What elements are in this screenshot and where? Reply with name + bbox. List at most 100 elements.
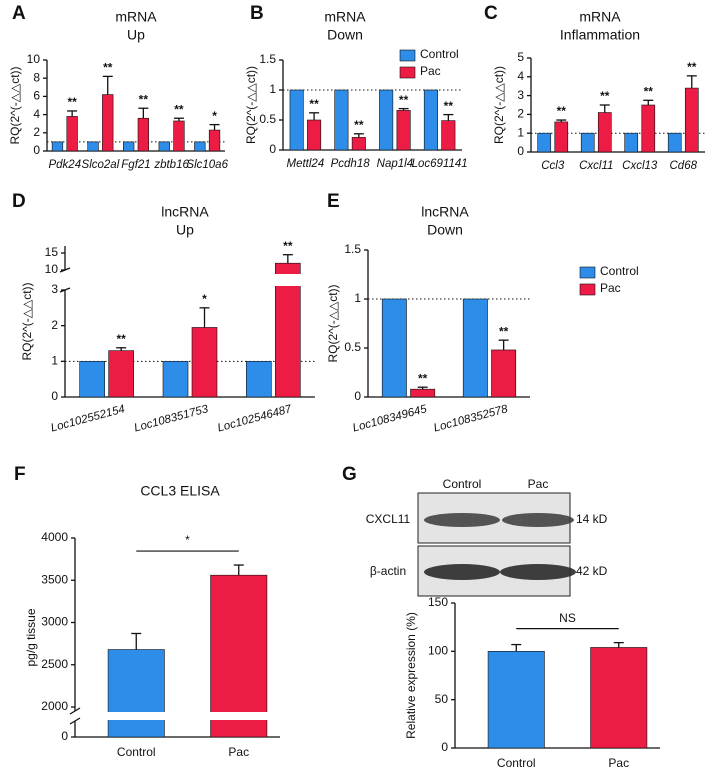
chart-subtitle: Up: [127, 27, 145, 43]
bar: [487, 651, 545, 749]
y-tick-label: 4: [33, 107, 40, 121]
break-gap: [209, 712, 268, 720]
significance: **: [103, 61, 113, 75]
significance: **: [309, 97, 319, 111]
bar: [79, 361, 105, 398]
bar: [162, 361, 189, 398]
y-tick-label: 10: [45, 262, 59, 276]
bar: [667, 132, 682, 153]
bar: [246, 361, 272, 398]
bar: [624, 132, 639, 153]
bar: [597, 112, 612, 153]
y-tick-label: 2: [517, 107, 524, 121]
legend-label: Pac: [600, 281, 621, 295]
x-tick-label: Nap1l4: [377, 158, 413, 170]
y-tick-label: 5: [517, 50, 524, 64]
legend-label: Control: [420, 47, 459, 61]
y-axis-label: RQ(2^(-△△ct)): [244, 66, 258, 144]
y-tick-label: 3000: [41, 615, 68, 629]
break-gap: [274, 274, 302, 286]
y-tick-label: 2: [51, 318, 58, 332]
chart-title: lncRNA: [161, 204, 209, 220]
blot-row-label: β-actin: [370, 564, 406, 578]
significance: **: [116, 332, 126, 346]
significance: *: [202, 292, 207, 306]
bar: [381, 298, 407, 398]
x-tick-label: Loc108352578: [432, 403, 509, 434]
chart-title: mRNA: [115, 9, 157, 25]
blot-band: [424, 513, 500, 527]
y-tick-label: 1: [354, 291, 361, 305]
significance: **: [600, 89, 610, 103]
blot-size-label: 42 kD: [576, 564, 608, 578]
x-tick-label: Control: [497, 756, 536, 770]
x-tick-label: Cd68: [670, 160, 698, 172]
y-tick-label: 0: [61, 729, 68, 743]
blot-band: [502, 513, 574, 527]
y-tick-label: 3: [517, 88, 524, 102]
x-tick-label: Pac: [228, 745, 249, 759]
chart-title: mRNA: [579, 9, 621, 25]
panel-letter: F: [14, 464, 26, 485]
chart-subtitle: Inflammation: [560, 27, 640, 43]
panel-letter: E: [327, 191, 340, 212]
significance: **: [499, 324, 509, 338]
bar: [351, 137, 366, 151]
x-tick-label: Fgf21: [121, 159, 150, 171]
x-tick-label: Pdk24: [48, 159, 81, 171]
legend-swatch: [399, 49, 416, 62]
x-tick-label: Slco2al: [82, 159, 120, 171]
western-blot: [417, 492, 576, 597]
bar: [123, 141, 135, 152]
comparison-label: *: [185, 533, 190, 547]
bar: [102, 94, 114, 152]
legend-label: Pac: [420, 64, 441, 78]
axis-break: [69, 707, 81, 715]
bar: [684, 87, 699, 153]
bar: [210, 574, 268, 738]
y-tick-label: 4000: [41, 530, 68, 544]
x-tick-label: Mettl24: [287, 158, 325, 170]
y-tick-label: 6: [33, 89, 40, 103]
bar: [379, 89, 394, 151]
y-tick-label: 0: [441, 740, 448, 754]
y-tick-label: 3: [51, 282, 58, 296]
y-tick-label: 2500: [41, 657, 68, 671]
y-tick-label: 2000: [41, 699, 68, 713]
bar: [423, 89, 438, 151]
chart-title: lncRNA: [421, 204, 469, 220]
significance: **: [687, 60, 697, 74]
x-tick-label: Loc691141: [412, 158, 468, 170]
x-tick-label: Pcdh18: [331, 158, 371, 170]
panel-letter: A: [12, 3, 26, 24]
bar: [137, 117, 149, 152]
bar: [191, 327, 218, 398]
blot-band: [424, 564, 500, 580]
bar: [51, 141, 64, 152]
bar: [173, 120, 185, 152]
y-tick-label: 1: [517, 125, 524, 139]
x-tick-label: Slc10a6: [186, 159, 228, 171]
y-axis-label: RQ(2^(-△△ct)): [326, 284, 340, 362]
y-axis-label: RQ(2^(-△△ct)): [492, 66, 506, 144]
significance: **: [174, 102, 184, 116]
x-tick-label: Cxcl13: [622, 160, 658, 172]
significance: **: [67, 95, 77, 109]
x-tick-label: Ccl3: [541, 160, 565, 172]
chart-subtitle: Up: [176, 222, 194, 238]
y-tick-label: 50: [435, 692, 449, 706]
bar: [441, 120, 456, 151]
y-tick-label: 4: [517, 69, 524, 83]
significance: **: [139, 92, 149, 106]
x-tick-label: zbtb16: [153, 159, 189, 171]
x-tick-label: Loc108351753: [133, 403, 210, 434]
bar: [307, 119, 322, 151]
chart-subtitle: Down: [427, 222, 463, 238]
bar: [66, 116, 78, 152]
legend-swatch: [579, 283, 596, 296]
y-tick-label: 1.5: [259, 52, 276, 66]
legend-label: Control: [600, 264, 639, 278]
bar: [208, 129, 221, 152]
y-tick-label: 0.5: [344, 340, 361, 354]
y-tick-label: 15: [45, 245, 59, 259]
